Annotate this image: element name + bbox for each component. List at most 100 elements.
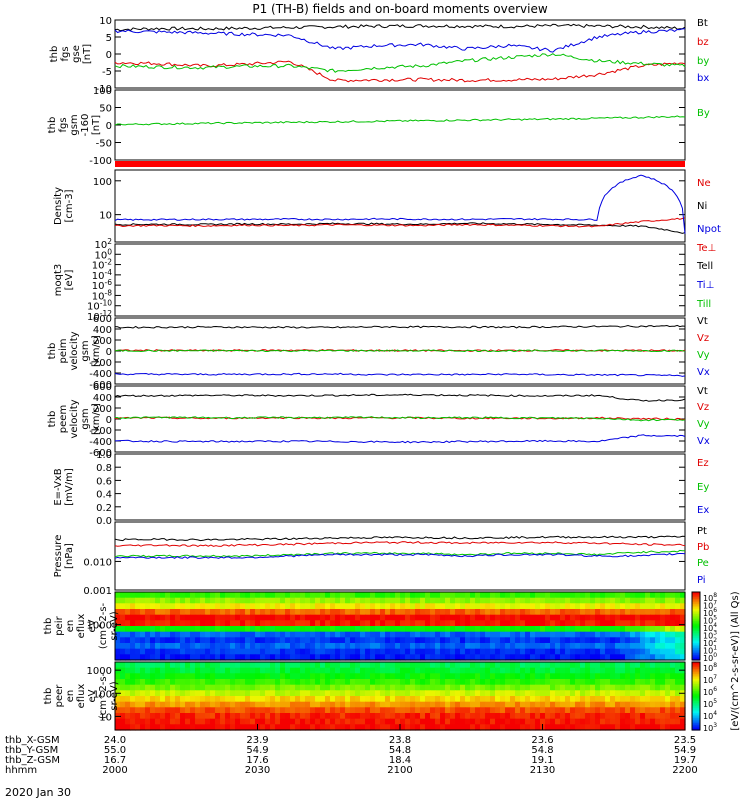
spectrogram-cell xyxy=(565,609,571,616)
spectrogram-cell xyxy=(345,643,351,650)
spectrogram-cell xyxy=(610,707,616,714)
y-axis-label: peir xyxy=(54,615,65,635)
x-tick-label: 2100 xyxy=(387,765,412,776)
spectrogram-cell xyxy=(185,679,191,686)
spectrogram-cell xyxy=(535,648,541,655)
spectrogram-cell xyxy=(140,626,146,633)
spectrogram-cell xyxy=(430,718,436,725)
spectrogram-cell xyxy=(470,637,476,644)
spectrogram-cell xyxy=(300,713,306,720)
spectrogram-cell xyxy=(610,631,616,638)
y-axis-label: eflux xyxy=(76,684,87,709)
x-tick-label: 16.7 xyxy=(104,755,126,766)
spectrogram-cell xyxy=(670,679,676,686)
spectrogram-cell xyxy=(465,679,471,686)
spectrogram-cell xyxy=(190,673,196,680)
spectrogram-cell xyxy=(255,696,261,703)
spectrogram-cell xyxy=(175,707,181,714)
spectrogram-cell xyxy=(500,713,506,720)
spectrogram-cell xyxy=(470,626,476,633)
spectrogram-cell xyxy=(555,643,561,650)
spectrogram-cell xyxy=(375,707,381,714)
spectrogram-cell xyxy=(525,696,531,703)
spectrogram-cell xyxy=(160,643,166,650)
spectrogram-cell xyxy=(545,609,551,616)
spectrogram-cell xyxy=(590,713,596,720)
spectrogram-cell xyxy=(475,707,481,714)
spectrogram-cell xyxy=(570,614,576,621)
series-Pi xyxy=(114,552,686,559)
spectrogram-cell xyxy=(480,667,486,674)
spectrogram-cell xyxy=(385,673,391,680)
spectrogram-cell xyxy=(490,648,496,655)
date-label: 2020 Jan 30 xyxy=(5,786,71,799)
spectrogram-cell xyxy=(565,696,571,703)
spectrogram-cell xyxy=(290,609,296,616)
spectrogram-cell xyxy=(500,684,506,691)
spectrogram-cell xyxy=(280,724,286,731)
spectrogram-cell xyxy=(655,662,661,669)
spectrogram-cell xyxy=(565,620,571,627)
spectrogram-cell xyxy=(675,696,681,703)
spectrogram-cell xyxy=(300,696,306,703)
spectrogram-cell xyxy=(470,707,476,714)
spectrogram-cell xyxy=(200,626,206,633)
spectrogram-cell xyxy=(520,603,526,610)
spectrogram-cell xyxy=(575,662,581,669)
spectrogram-cell xyxy=(550,631,556,638)
y-axis-label: gse xyxy=(71,45,82,63)
spectrogram-cell xyxy=(295,696,301,703)
spectrogram-cell xyxy=(445,718,451,725)
spectrogram-cell xyxy=(465,690,471,697)
spectrogram-cell xyxy=(195,684,201,691)
spectrogram-cell xyxy=(645,597,651,604)
spectrogram-cell xyxy=(355,667,361,674)
spectrogram-cell xyxy=(195,597,201,604)
spectrogram-cell xyxy=(495,679,501,686)
spectrogram-cell xyxy=(120,696,126,703)
spectrogram-cell xyxy=(465,614,471,621)
spectrogram-cell xyxy=(415,603,421,610)
spectrogram-cell xyxy=(490,637,496,644)
spectrogram-cell xyxy=(605,690,611,697)
spectrogram-cell xyxy=(205,707,211,714)
spectrogram-cell xyxy=(265,654,271,661)
spectrogram-cell xyxy=(390,684,396,691)
spectrogram-cell xyxy=(440,648,446,655)
spectrogram-cell xyxy=(590,679,596,686)
spectrogram-cell xyxy=(140,667,146,674)
spectrogram-cell xyxy=(285,667,291,674)
spectrogram-cell xyxy=(235,592,241,599)
spectrogram-cell xyxy=(465,620,471,627)
spectrogram-cell xyxy=(625,626,631,633)
spectrogram-cell xyxy=(570,631,576,638)
spectrogram-cell xyxy=(415,707,421,714)
spectrogram-cell xyxy=(145,620,151,627)
spectrogram-cell xyxy=(155,648,161,655)
spectrogram-cell xyxy=(680,673,686,680)
spectrogram-cell xyxy=(480,684,486,691)
spectrogram-cell xyxy=(580,592,586,599)
spectrogram-cell xyxy=(160,654,166,661)
spectrogram-cell xyxy=(625,701,631,708)
spectrogram-cell xyxy=(405,684,411,691)
spectrogram-cell xyxy=(605,614,611,621)
y-axis-label: thb xyxy=(47,117,58,134)
spectrogram-cell xyxy=(310,592,316,599)
spectrogram-cell xyxy=(205,673,211,680)
spectrogram-cell xyxy=(125,643,131,650)
spectrogram-cell xyxy=(615,696,621,703)
spectrogram-cell xyxy=(300,667,306,674)
spectrogram-cell xyxy=(475,592,481,599)
spectrogram-cell xyxy=(340,637,346,644)
spectrogram-cell xyxy=(510,718,516,725)
spectrogram-cell xyxy=(530,673,536,680)
spectrogram-cell xyxy=(450,592,456,599)
spectrogram-cell xyxy=(675,637,681,644)
spectrogram-cell xyxy=(570,667,576,674)
spectrogram-cell xyxy=(460,696,466,703)
spectrogram-cell xyxy=(245,696,251,703)
spectrogram-cell xyxy=(175,603,181,610)
spectrogram-cell xyxy=(230,718,236,725)
